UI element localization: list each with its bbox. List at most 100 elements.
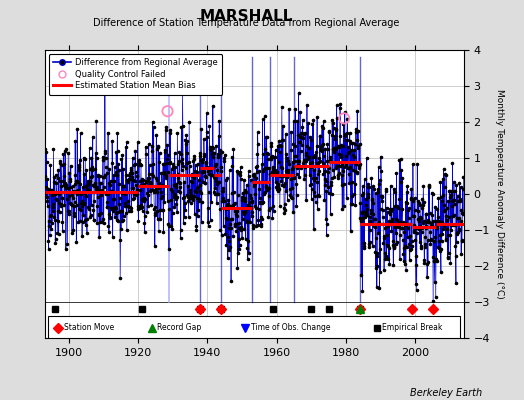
Point — [149, 173, 158, 179]
Point — [76, 217, 84, 224]
Point — [67, 200, 75, 207]
Point — [453, 198, 462, 204]
Point — [241, 194, 249, 201]
Point — [239, 211, 248, 217]
Point — [150, 206, 158, 212]
Point — [131, 148, 139, 154]
Point — [214, 154, 223, 161]
Point — [434, 218, 443, 224]
Point — [379, 220, 387, 227]
Point — [348, 201, 356, 208]
Point — [258, 199, 266, 206]
Point — [291, 153, 299, 159]
Point — [440, 222, 448, 229]
Point — [82, 167, 91, 174]
Point — [230, 201, 238, 207]
Point — [369, 210, 377, 217]
Point — [64, 192, 73, 199]
Point — [106, 178, 115, 184]
Point — [292, 181, 300, 187]
Point — [167, 166, 176, 172]
Point — [399, 251, 408, 257]
Point — [413, 198, 422, 205]
Point — [439, 226, 447, 232]
Point — [136, 205, 144, 211]
Point — [115, 180, 123, 187]
Point — [452, 239, 461, 246]
Point — [361, 213, 369, 220]
Point — [355, 165, 363, 172]
Point — [53, 197, 61, 204]
Point — [215, 152, 223, 158]
Point — [231, 200, 239, 206]
Point — [265, 192, 273, 199]
Point — [400, 258, 408, 264]
Point — [143, 209, 151, 215]
Point — [355, 161, 364, 167]
Point — [190, 153, 199, 160]
Point — [304, 120, 312, 126]
Point — [217, 164, 225, 170]
Point — [381, 185, 390, 192]
Point — [252, 163, 260, 170]
Text: MARSHALL: MARSHALL — [200, 9, 293, 24]
Point — [445, 188, 453, 194]
Legend: Difference from Regional Average, Quality Control Failed, Estimated Station Mean: Difference from Regional Average, Qualit… — [49, 54, 222, 94]
Point — [43, 198, 52, 204]
Point — [113, 130, 122, 136]
Point — [255, 185, 263, 192]
Point — [454, 192, 462, 199]
Point — [300, 176, 308, 182]
Point — [428, 212, 436, 219]
Point — [150, 189, 158, 196]
Point — [333, 115, 342, 122]
Point — [193, 168, 201, 175]
Point — [63, 188, 71, 195]
Point — [416, 202, 424, 208]
Point — [119, 213, 128, 219]
Point — [330, 173, 339, 180]
Point — [189, 158, 198, 164]
Point — [192, 223, 200, 230]
Point — [243, 182, 251, 188]
Point — [192, 227, 201, 234]
Point — [415, 217, 423, 224]
Point — [155, 228, 163, 234]
Point — [153, 176, 161, 183]
Point — [283, 155, 291, 161]
Point — [378, 206, 387, 213]
Point — [278, 104, 286, 110]
Point — [373, 250, 381, 256]
Point — [200, 153, 209, 159]
Point — [310, 226, 318, 233]
Point — [405, 215, 413, 222]
Point — [314, 192, 322, 198]
Point — [74, 219, 82, 225]
Point — [288, 185, 297, 191]
Point — [380, 234, 388, 241]
Point — [370, 216, 379, 222]
Point — [50, 214, 58, 220]
Point — [45, 189, 53, 196]
Point — [66, 178, 74, 185]
Point — [160, 147, 169, 153]
Point — [175, 158, 183, 164]
Point — [340, 115, 348, 122]
Point — [326, 211, 335, 217]
Point — [326, 154, 334, 160]
Point — [248, 213, 256, 220]
Point — [67, 162, 75, 169]
Point — [360, 245, 368, 251]
Point — [183, 191, 191, 198]
Point — [61, 180, 70, 186]
Point — [313, 178, 322, 185]
Point — [218, 198, 226, 204]
Point — [138, 176, 146, 182]
Point — [316, 146, 325, 153]
Point — [259, 167, 267, 174]
Point — [135, 161, 144, 167]
Point — [301, 164, 309, 170]
Point — [73, 191, 81, 197]
Point — [205, 170, 213, 177]
Point — [413, 208, 422, 215]
